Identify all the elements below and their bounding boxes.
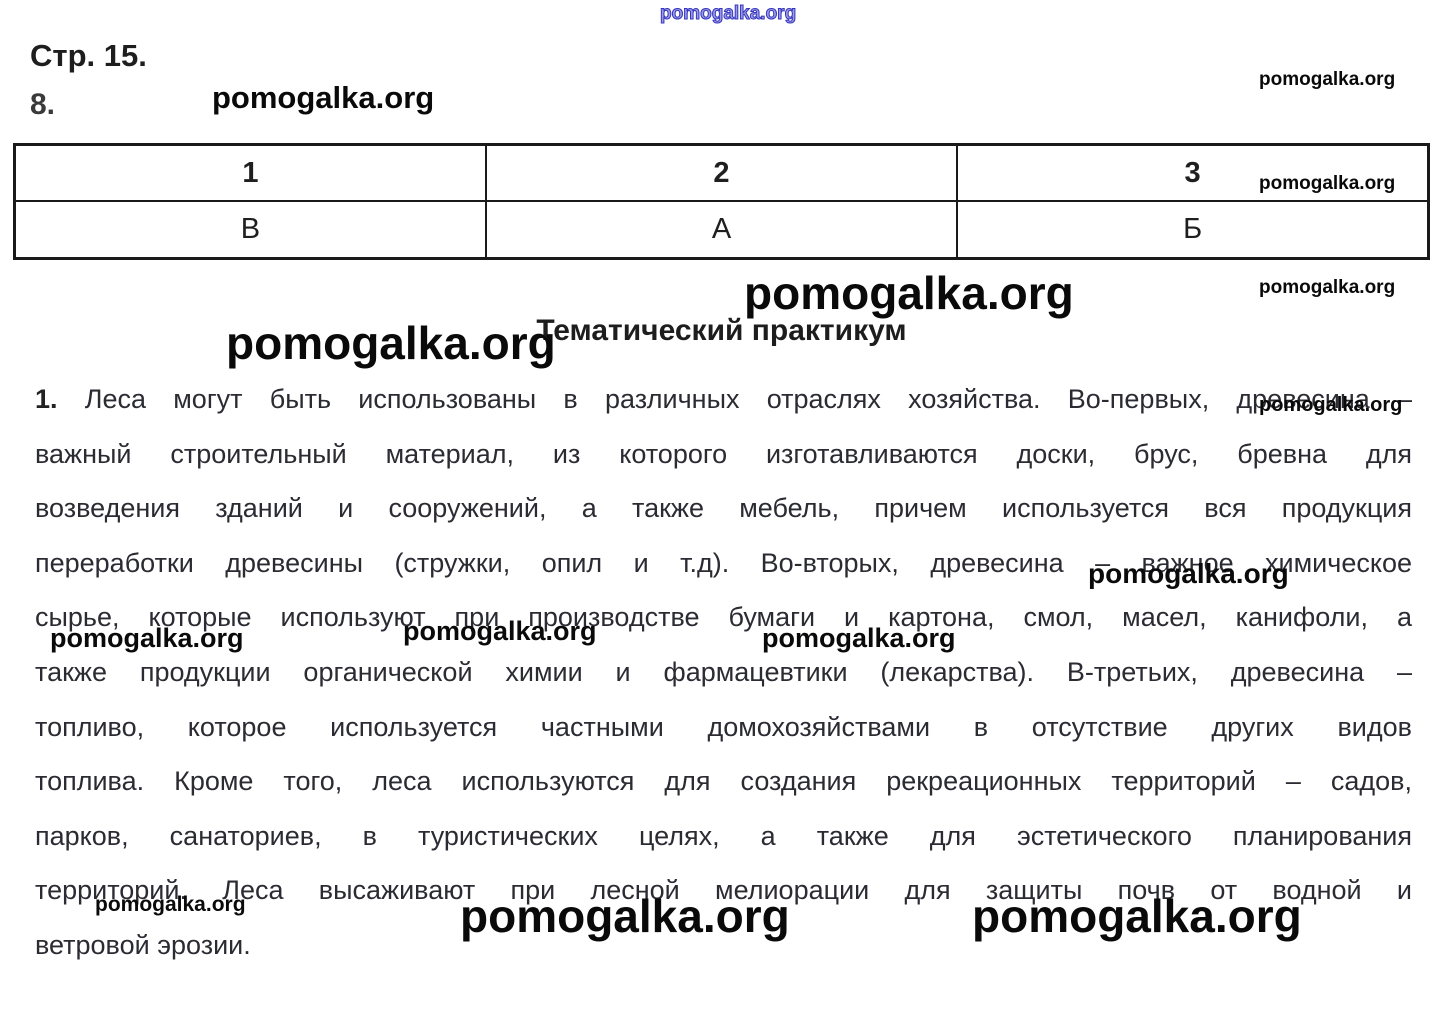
- watermark-mid-left: pomogalka.org: [50, 623, 244, 653]
- table-header-cell-2: 2: [484, 143, 959, 202]
- paragraph-line: ветровой эрозии.: [35, 929, 251, 960]
- watermark-mid-right: pomogalka.org: [1088, 558, 1289, 589]
- table-answer-cell-2: А: [484, 200, 959, 260]
- answers-table: 1 2 3 В А Б: [13, 143, 1430, 260]
- table-header-cell-3: 3: [956, 143, 1430, 202]
- table-answer-cell-3: Б: [956, 200, 1430, 260]
- watermark-below-table: pomogalka.org: [1259, 277, 1396, 298]
- table-answer-cell-1: В: [13, 200, 487, 260]
- watermark-bottom-right: pomogalka.org: [972, 890, 1302, 942]
- question-number: 8.: [30, 88, 56, 121]
- watermark-header: pomogalka.org: [212, 80, 435, 115]
- paragraph-line: также продукции органической химии и фар…: [35, 656, 1412, 687]
- section-heading: Тематический практикум: [536, 314, 907, 347]
- answer-paragraph: 1. Леса могут быть использованы в различ…: [35, 372, 1412, 973]
- watermark-in-table: pomogalka.org: [1259, 173, 1396, 194]
- paragraph-line: сырье, которые используют при производст…: [35, 602, 1412, 633]
- table-answer-row: В А Б: [13, 200, 1430, 260]
- paragraph-line: топлива. Кроме того, леса используются д…: [35, 766, 1412, 797]
- paragraph-line: территорий. Леса высаживают при лесной м…: [35, 875, 1412, 906]
- table-header-cell-1: 1: [13, 143, 487, 202]
- paragraph-line: парков, санаториев, в туристических целя…: [35, 820, 1412, 851]
- paragraph-number: 1.: [35, 384, 58, 414]
- paragraph-line-text: Леса могут быть использованы в различных…: [84, 384, 1412, 414]
- watermark-top-center: pomogalka.org: [659, 3, 797, 24]
- watermark-bottom-left: pomogalka.org: [95, 893, 246, 916]
- watermark-top-right: pomogalka.org: [1259, 69, 1396, 90]
- paragraph-line: топливо, которое используется частными д…: [35, 711, 1412, 742]
- paragraph-line: 1. Леса могут быть использованы в различ…: [35, 372, 1412, 427]
- page-label: Стр. 15.: [30, 38, 147, 73]
- watermark-bottom-center: pomogalka.org: [460, 890, 790, 942]
- watermark-right-line1: pomogalka.org: [1259, 394, 1403, 416]
- watermark-mid-center-2: pomogalka.org: [762, 623, 956, 653]
- watermark-left-of-heading: pomogalka.org: [226, 317, 556, 369]
- watermark-above-heading: pomogalka.org: [744, 267, 1074, 319]
- table-header-row: 1 2 3: [13, 143, 1430, 202]
- paragraph-line: переработки древесины (стружки, опил и т…: [35, 547, 1412, 578]
- watermark-mid-center: pomogalka.org: [403, 616, 597, 646]
- paragraph-line: возведения зданий и сооружений, а также …: [35, 493, 1412, 524]
- paragraph-line: важный строительный материал, из которог…: [35, 438, 1412, 469]
